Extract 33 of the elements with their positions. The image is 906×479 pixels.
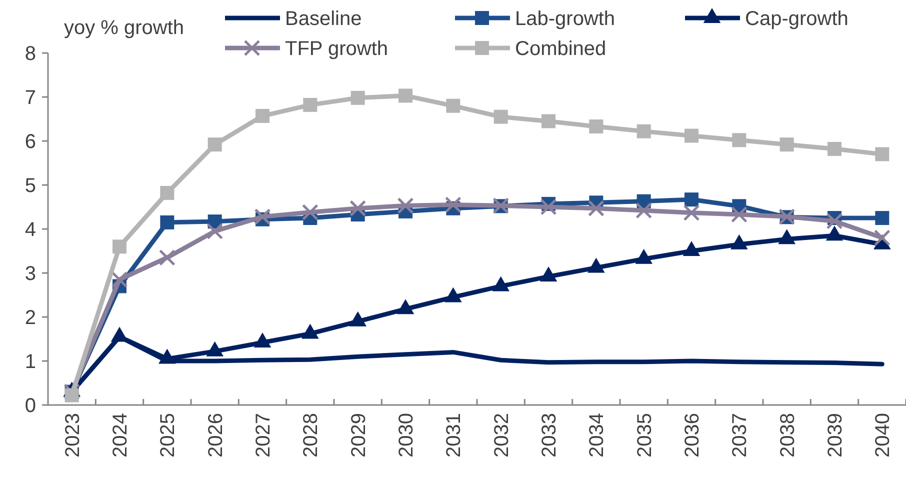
- legend-label: TFP growth: [285, 38, 388, 60]
- x-tick-label: 2023: [62, 413, 84, 458]
- x-tick-label: 2024: [110, 413, 132, 458]
- x-tick-label: 2029: [348, 413, 370, 458]
- legend-label: Baseline: [285, 8, 362, 30]
- y-tick-label: 0: [24, 395, 36, 417]
- legend-label: Combined: [515, 38, 606, 60]
- y-tick-label: 5: [24, 175, 36, 197]
- y-tick-label: 3: [24, 263, 36, 285]
- x-tick-label: 2027: [252, 413, 274, 458]
- x-tick-label: 2031: [443, 413, 466, 458]
- y-axis-title: yoy % growth: [64, 17, 184, 39]
- x-tick-label: 2032: [490, 413, 513, 458]
- x-tick-label: 2036: [682, 413, 704, 458]
- x-tick-label: 2040: [872, 413, 894, 458]
- x-tick-label: 2025: [157, 413, 180, 458]
- y-tick-label: 6: [24, 131, 36, 153]
- x-tick-label: 2038: [776, 413, 799, 458]
- x-tick-label: 2034: [586, 413, 608, 458]
- x-tick-label: 2039: [824, 413, 846, 458]
- y-tick-label: 8: [24, 43, 36, 65]
- y-tick-label: 1: [24, 351, 36, 373]
- y-tick-label: 4: [24, 219, 36, 241]
- x-tick-label: 2037: [729, 413, 752, 458]
- x-tick-label: 2026: [204, 413, 227, 458]
- x-tick-label: 2035: [634, 413, 656, 458]
- x-tick-label: 2033: [538, 413, 560, 458]
- legend-label: Lab-growth: [515, 8, 616, 30]
- x-tick-label: 2030: [396, 413, 418, 458]
- y-tick-label: 7: [24, 87, 36, 109]
- legend-label: Cap-growth: [745, 8, 848, 30]
- y-tick-label: 2: [24, 307, 36, 329]
- x-tick-label: 2028: [300, 413, 322, 458]
